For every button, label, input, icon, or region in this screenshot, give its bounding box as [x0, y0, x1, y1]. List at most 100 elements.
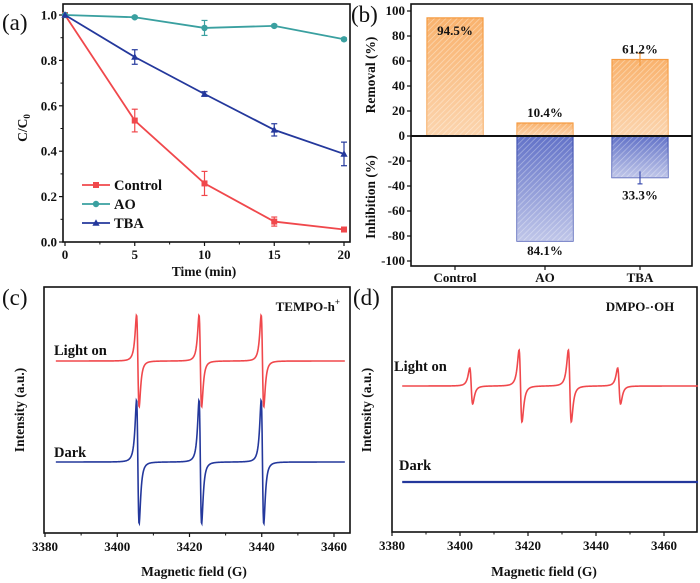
legend-marker — [92, 200, 100, 208]
bar-label-removal: 94.5% — [437, 23, 473, 38]
panel-label-c: (c) — [2, 285, 28, 310]
series-light-on: Light on — [54, 313, 345, 409]
data-point — [340, 150, 348, 157]
panel-b: (b) 94.5% 10.4% 84.1% 61.2% 33.3% Control AO T… — [351, 2, 693, 285]
trace-label: Light on — [394, 359, 447, 375]
panel-d-annotation: DMPO-·OH — [606, 299, 675, 314]
series-control — [62, 12, 347, 233]
bar-inhibition-fade — [517, 136, 573, 242]
panel-d-frame — [391, 286, 698, 533]
panel-c-frame — [43, 286, 351, 534]
y-tick-label: -20 — [388, 153, 405, 168]
bar-label-inhibition: 33.3% — [622, 188, 658, 203]
series-dark: Dark — [399, 458, 698, 484]
x-tick-label: 10 — [198, 247, 211, 262]
panel-c-series: Light on Dark — [54, 313, 345, 527]
panel-a-frame — [62, 3, 351, 243]
x-tick-label: 3440 — [249, 539, 275, 554]
x-tick-label: 0 — [62, 247, 69, 262]
x-tick-label: 3460 — [321, 539, 347, 554]
panel-a: (a) 0 5 10 15 20 0.0 0.2 0.4 0.6 0.8 1.0 Time (min… — [2, 3, 351, 279]
x-tick-label: 3380 — [379, 538, 405, 553]
panel-label-b: (b) — [351, 2, 378, 27]
series-tba — [61, 11, 348, 167]
data-point — [200, 90, 209, 97]
panel-a-y-axis-title: C/C0 — [15, 114, 32, 142]
panel-d: (d) 3380 3400 3420 3440 3460 Light on Dark DM… — [353, 285, 698, 579]
panel-a-x-axis-title: Time (min) — [172, 264, 237, 279]
panel-a-axes: 0 5 10 15 20 0.0 0.2 0.4 0.6 0.8 1.0 — [41, 3, 351, 262]
panel-d-axes: 3380 3400 3420 3440 3460 — [379, 286, 698, 553]
legend-label: Control — [114, 178, 162, 194]
y-tick-label: 60 — [392, 53, 405, 68]
y-tick-label: 0.6 — [41, 98, 58, 113]
y-tick-label: 100 — [386, 3, 406, 18]
panel-d-y-axis-title: Intensity (a.u.) — [359, 368, 374, 452]
panel-label-d: (d) — [353, 285, 380, 310]
y-tick-label: 0.8 — [41, 53, 58, 68]
data-point — [131, 117, 138, 124]
x-tick-label: 3420 — [177, 539, 203, 554]
y-tick-label: 20 — [392, 103, 405, 118]
panel-c-y-axis-title: Intensity (a.u.) — [12, 368, 27, 452]
panel-b-y-axis-title-top: Removal (%) — [363, 37, 378, 114]
x-tick-label: 5 — [132, 247, 139, 262]
panel-b-axes: Control AO TBA 100 80 60 40 20 0 -20 -40 -60 -80 -100 — [381, 3, 693, 285]
epr-trace — [402, 348, 698, 424]
x-tick-label: 15 — [268, 247, 282, 262]
panel-d-series: Light on Dark — [394, 348, 698, 484]
y-tick-label: -40 — [388, 178, 405, 193]
y-tick-label: -80 — [388, 228, 405, 243]
data-point — [340, 36, 348, 43]
y-tick-label: 1.0 — [41, 8, 57, 23]
panel-c-axes: 3380 3400 3420 3440 3460 — [32, 286, 351, 554]
bar-removal-fade — [427, 17, 483, 136]
panel-d-x-axis-title: Magnetic field (G) — [491, 564, 597, 579]
y-tick-label: 40 — [392, 78, 405, 93]
x-tick-label: Control — [433, 270, 476, 285]
x-tick-label: 3440 — [583, 538, 609, 553]
panel-a-series — [61, 11, 348, 233]
bar-removal-fade — [517, 123, 573, 136]
x-tick-label: 3420 — [515, 538, 541, 553]
x-tick-label: TBA — [627, 270, 654, 285]
y-tick-label: 0.2 — [41, 189, 57, 204]
y-tick-label: -60 — [388, 203, 405, 218]
bar-label-removal: 10.4% — [527, 105, 563, 120]
x-tick-label: 20 — [338, 247, 351, 262]
data-point — [201, 180, 208, 187]
epr-trace — [55, 397, 345, 527]
data-point — [201, 24, 208, 32]
trace-label: Dark — [54, 445, 87, 461]
panel-c-x-axis-title: Magnetic field (G) — [141, 564, 247, 579]
data-point — [61, 11, 69, 18]
bar-removal-fade — [612, 59, 668, 136]
series-light-on: Light on — [394, 348, 698, 424]
data-point — [270, 126, 278, 133]
data-point — [271, 22, 278, 30]
legend-label: AO — [114, 197, 136, 213]
x-tick-label: AO — [535, 270, 555, 285]
bar-inhibition-fade — [612, 136, 668, 178]
y-tick-label: 0 — [399, 128, 406, 143]
legend-marker — [92, 219, 100, 226]
data-point — [271, 218, 278, 225]
panel-a-legend: Control AO TBA — [82, 178, 162, 232]
data-point — [341, 226, 347, 233]
legend-marker — [93, 182, 99, 188]
x-tick-label: 3380 — [32, 539, 58, 554]
trace-label: Light on — [54, 343, 107, 359]
series-line-control — [64, 14, 345, 231]
y-tick-label: 80 — [392, 28, 405, 43]
legend-label: TBA — [114, 216, 144, 232]
panel-b-y-axis-title-bottom: Inhibition (%) — [363, 155, 378, 239]
panel-c-annotation: TEMPO-h+ — [276, 297, 340, 314]
x-tick-label: 3400 — [447, 538, 473, 553]
x-tick-label: 3460 — [651, 538, 677, 553]
data-point — [131, 53, 139, 60]
x-tick-label: 3400 — [104, 539, 130, 554]
trace-label: Dark — [399, 458, 432, 474]
y-tick-label: 0.4 — [41, 144, 58, 159]
y-tick-label: -100 — [381, 253, 405, 268]
